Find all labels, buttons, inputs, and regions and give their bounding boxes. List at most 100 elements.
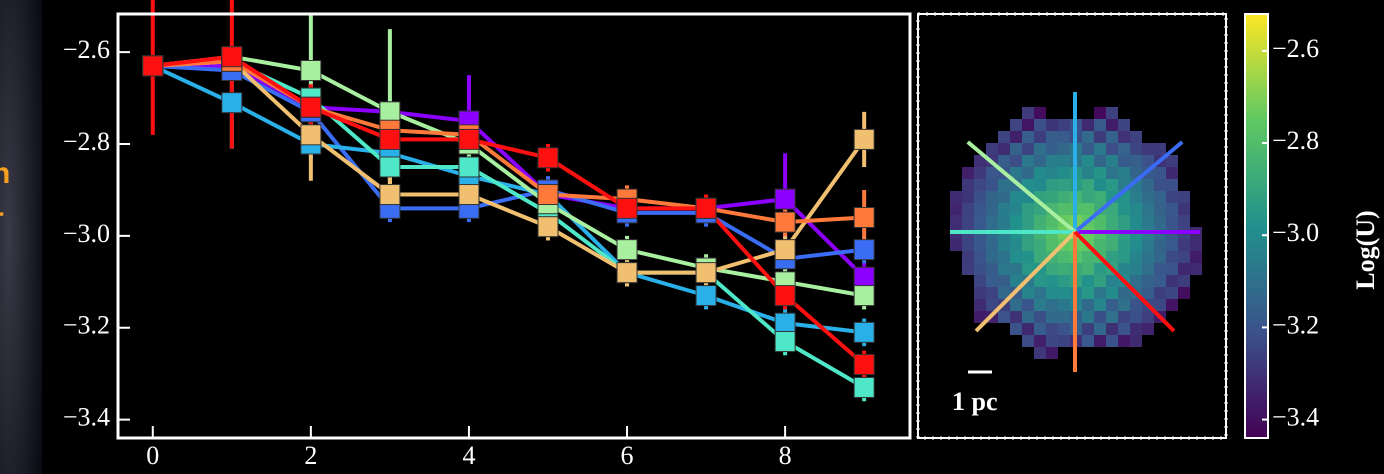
- map-pixel: [1094, 191, 1106, 203]
- map-pixel: [1082, 155, 1094, 167]
- map-pixel: [1130, 191, 1142, 203]
- marker: [854, 240, 874, 260]
- map-pixel: [1058, 143, 1070, 155]
- map-pixel: [962, 203, 974, 215]
- marker: [775, 212, 795, 232]
- map-pixel: [962, 215, 974, 227]
- map-pixel: [1094, 239, 1106, 251]
- marker: [696, 263, 716, 283]
- map-pixel: [1154, 275, 1166, 287]
- map-pixel: [1082, 179, 1094, 191]
- map-pixel: [1082, 131, 1094, 143]
- map-pixel: [1118, 203, 1130, 215]
- map-pixel: [1130, 143, 1142, 155]
- map-pixel: [962, 251, 974, 263]
- map-pixel: [1166, 179, 1178, 191]
- slide-background: [0, 0, 42, 474]
- map-pixel: [1106, 335, 1118, 347]
- map-pixel: [1142, 323, 1154, 335]
- map-pixel: [1154, 215, 1166, 227]
- map-pixel: [1034, 215, 1046, 227]
- map-pixel: [1046, 131, 1058, 143]
- map-pixel: [1058, 191, 1070, 203]
- map-pixel: [1094, 107, 1106, 119]
- map-pixel: [986, 215, 998, 227]
- map-pixel: [1010, 215, 1022, 227]
- marker: [854, 208, 874, 228]
- map-pixel: [1022, 299, 1034, 311]
- marker: [380, 157, 400, 177]
- map-pixel: [1022, 251, 1034, 263]
- map-pixel: [1082, 143, 1094, 155]
- map-pixel: [962, 179, 974, 191]
- map-pixel: [1106, 107, 1118, 119]
- marker: [617, 240, 637, 260]
- map-pixel: [1142, 311, 1154, 323]
- map-pixel: [1106, 143, 1118, 155]
- marker: [538, 148, 558, 168]
- map-pixel: [1118, 263, 1130, 275]
- map-pixel: [1046, 287, 1058, 299]
- map-pixel: [1142, 239, 1154, 251]
- map-pixel: [1118, 287, 1130, 299]
- map-pixel: [1034, 155, 1046, 167]
- map-pixel: [986, 263, 998, 275]
- map-pixel: [1166, 275, 1178, 287]
- map-pixel: [974, 263, 986, 275]
- map-pixel: [1106, 179, 1118, 191]
- x-tick-label: 6: [621, 441, 634, 470]
- map-pixel: [1166, 251, 1178, 263]
- map-pixel: [1034, 347, 1046, 359]
- map-pixel: [1094, 299, 1106, 311]
- x-tick-label: 0: [146, 441, 159, 470]
- map-pixel: [1142, 287, 1154, 299]
- map-pixel: [1106, 239, 1118, 251]
- map-pixel: [998, 251, 1010, 263]
- map-pixel: [1118, 143, 1130, 155]
- map-pixel: [1010, 155, 1022, 167]
- map-pixel: [998, 131, 1010, 143]
- map-pixel: [1166, 203, 1178, 215]
- map-pixel: [1034, 335, 1046, 347]
- map-pixel: [1022, 119, 1034, 131]
- map-pixel: [1154, 251, 1166, 263]
- marker: [696, 286, 716, 306]
- map-pixel: [998, 311, 1010, 323]
- map-pixel: [1046, 335, 1058, 347]
- map-pixel: [1130, 263, 1142, 275]
- map-pixel: [1094, 155, 1106, 167]
- map-pixel: [1178, 275, 1190, 287]
- map-pixel: [1130, 335, 1142, 347]
- map-pixel: [1022, 143, 1034, 155]
- map-pixel: [986, 287, 998, 299]
- map-pixel: [1082, 335, 1094, 347]
- map-pixel: [1082, 191, 1094, 203]
- map-pixel: [1094, 179, 1106, 191]
- map-pixel: [974, 167, 986, 179]
- map-pixel: [1130, 239, 1142, 251]
- slide-text-fragment: r: [0, 202, 4, 235]
- marker: [459, 157, 479, 177]
- map-pixel: [1130, 299, 1142, 311]
- map-pixel: [1094, 143, 1106, 155]
- map-pixel: [1166, 155, 1178, 167]
- marker: [538, 217, 558, 237]
- map-pixel: [1094, 275, 1106, 287]
- map-pixel: [986, 251, 998, 263]
- map-pixel: [1154, 191, 1166, 203]
- slide-text-fragment: n: [0, 157, 10, 190]
- map-pixel: [1046, 143, 1058, 155]
- colorbar-label: Log(U): [1351, 210, 1380, 289]
- marker: [143, 56, 163, 76]
- y-tick-label: −3.0: [63, 219, 110, 248]
- map-pixel: [998, 275, 1010, 287]
- map-pixel: [1118, 239, 1130, 251]
- y-tick-label: −3.4: [63, 403, 110, 432]
- map-pixel: [1130, 215, 1142, 227]
- slide: n r −2.6−2.8−3.0−3.2−3.402468 1 pc−2.6−2…: [0, 0, 1384, 474]
- map-pixel: [1034, 119, 1046, 131]
- map-pixel: [1058, 167, 1070, 179]
- map-pixel: [1058, 335, 1070, 347]
- marker: [854, 129, 874, 149]
